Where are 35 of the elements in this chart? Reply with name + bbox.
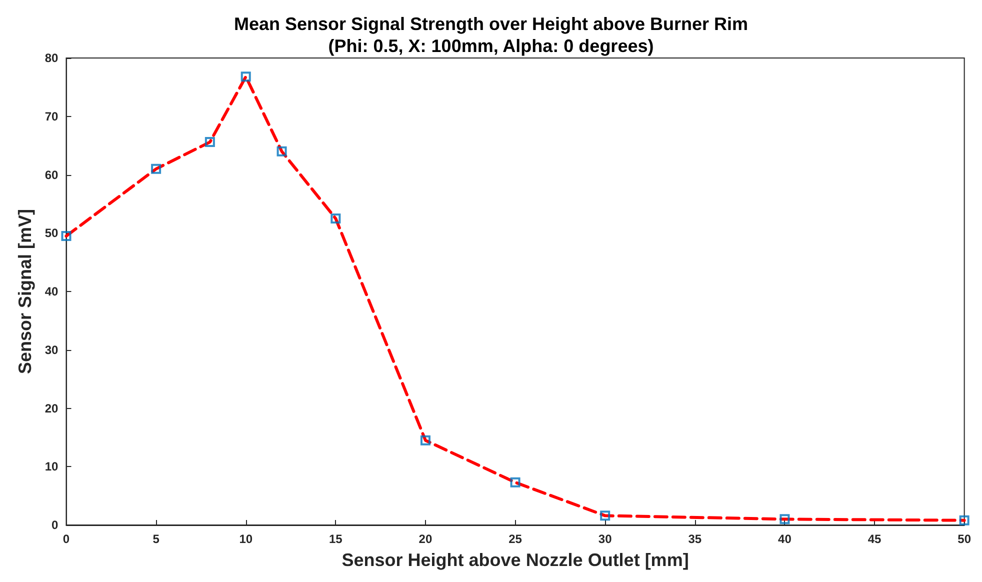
y-tick-label: 40 xyxy=(44,284,59,298)
x-tick-label: 20 xyxy=(418,532,432,546)
x-axis-title: Sensor Height above Nozzle Outlet [mm] xyxy=(342,550,689,570)
chart-title: Mean Sensor Signal Strength over Height above Burner Rim xyxy=(234,14,748,34)
x-tick-label: 35 xyxy=(688,532,702,546)
point xyxy=(780,514,790,524)
y-axis-title: Sensor Signal [mV] xyxy=(15,208,35,374)
point xyxy=(959,515,970,526)
y-tick-label: 60 xyxy=(44,168,59,182)
x-tick-label: 45 xyxy=(868,532,882,546)
x-tick-label: 30 xyxy=(598,532,612,546)
x-tick-label: 5 xyxy=(152,532,160,546)
point xyxy=(240,72,251,82)
y-tick-label: 20 xyxy=(44,401,59,416)
point xyxy=(510,477,520,488)
point xyxy=(204,137,215,148)
x-tick-label: 0 xyxy=(62,532,70,546)
y-tick-label: 30 xyxy=(44,342,59,357)
point xyxy=(330,214,341,224)
point xyxy=(276,146,287,156)
point xyxy=(151,164,162,174)
point xyxy=(600,510,610,521)
x-tick-label: 10 xyxy=(239,532,253,546)
y-tick-label: 0 xyxy=(52,518,59,532)
y-tick-label: 50 xyxy=(44,226,59,240)
x-tick-label: 15 xyxy=(328,532,343,546)
y-tick-label: 80 xyxy=(44,51,59,65)
x-tick-label: 25 xyxy=(508,532,522,546)
x-tick-label: 50 xyxy=(958,532,972,546)
x-tick-label: 40 xyxy=(778,532,792,546)
y-tick-label: 70 xyxy=(44,109,59,124)
point xyxy=(420,435,430,446)
point xyxy=(61,231,72,242)
y-tick-label: 10 xyxy=(44,460,59,474)
chart-subtitle: (Phi: 0.5, X: 100mm, Alpha: 0 degrees) xyxy=(328,36,654,56)
